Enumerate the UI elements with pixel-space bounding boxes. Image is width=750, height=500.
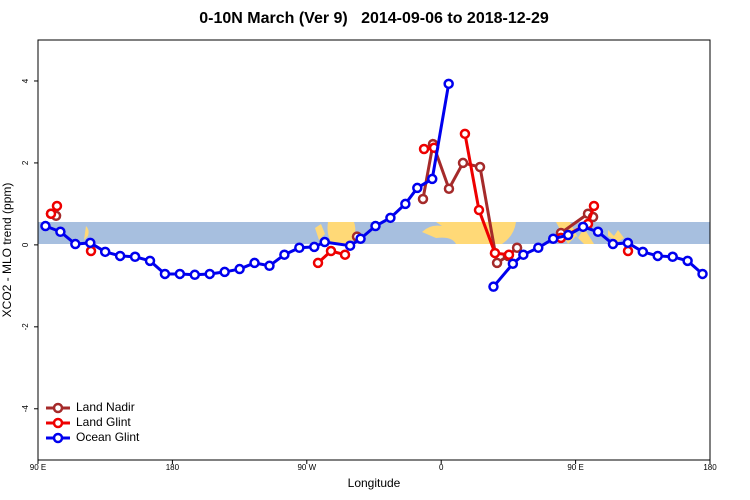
legend-label: Land Glint [76, 415, 131, 429]
data-point [418, 143, 430, 155]
data-point [562, 229, 574, 241]
data-point [114, 250, 126, 262]
data-point [488, 281, 499, 292]
data-point [339, 249, 351, 260]
data-point [40, 220, 51, 232]
data-point [159, 268, 171, 280]
data-point [234, 263, 245, 275]
data-point [85, 245, 97, 257]
data-point [385, 212, 396, 224]
data-point [697, 268, 708, 280]
x-tick-label: 180 [703, 463, 717, 472]
data-point [489, 247, 501, 259]
data-point [55, 226, 66, 238]
data-point [309, 241, 320, 253]
data-point [51, 200, 63, 212]
legend-label: Land Nadir [76, 400, 135, 414]
data-point [412, 182, 423, 194]
data-point [129, 251, 141, 263]
data-point [443, 78, 454, 90]
data-point [474, 161, 486, 173]
data-point [70, 238, 81, 250]
data-point [325, 245, 337, 257]
data-point [682, 255, 693, 267]
plot-frame [37, 39, 711, 461]
data-point [189, 269, 201, 281]
data-point [637, 246, 649, 258]
data-point [507, 258, 519, 269]
data-point [319, 236, 330, 248]
x-tick-label: 0 [439, 463, 444, 472]
data-point [457, 157, 469, 169]
data-point [652, 250, 663, 262]
data-point [592, 226, 604, 238]
data-point [344, 240, 356, 251]
data-point [511, 242, 523, 253]
series-line [44, 83, 451, 277]
land [315, 224, 325, 240]
data-point [491, 257, 503, 269]
x-axis-title: Longitude [348, 476, 401, 490]
legend-marker [52, 432, 64, 444]
data-point [443, 183, 455, 194]
y-axis-title: XCO2 - MLO trend (ppm) [0, 183, 14, 318]
data-point [607, 238, 619, 250]
data-point [204, 268, 215, 280]
data-point [473, 204, 485, 216]
x-tick-label: 180 [166, 463, 180, 472]
data-point [577, 221, 589, 233]
data-point [547, 233, 559, 244]
data-point [533, 242, 544, 253]
y-tick-label: -2 [21, 323, 30, 331]
x-tick-label: 90 W [297, 463, 316, 472]
legend-label: Ocean Glint [76, 430, 140, 444]
data-point [426, 173, 438, 185]
data-point [355, 233, 366, 244]
data-point [459, 128, 471, 140]
data-point [219, 266, 230, 278]
data-point [503, 249, 515, 260]
data-point [174, 268, 186, 280]
data-point [588, 200, 600, 212]
y-tick-label: -4 [21, 405, 30, 413]
land [327, 222, 356, 244]
chart-title: 0-10N March (Ver 9) 2014-09-06 to 2018-1… [199, 10, 549, 27]
data-point [279, 249, 290, 260]
data-point [45, 208, 57, 219]
series-line [463, 133, 510, 257]
data-point [622, 245, 634, 257]
y-tick-label: 2 [21, 160, 30, 165]
data-point [518, 249, 529, 260]
legend-marker [52, 402, 64, 414]
x-tick-label: 90 E [567, 463, 583, 472]
x-tick-label: 90 E [30, 463, 46, 472]
data-point [417, 193, 429, 205]
data-point [144, 255, 156, 267]
data-point [99, 246, 111, 258]
data-point [400, 198, 411, 210]
data-point [667, 251, 678, 263]
data-point [85, 237, 96, 249]
ocean-band [38, 222, 710, 244]
land [608, 230, 624, 242]
data-point [312, 257, 324, 269]
y-tick-label: 0 [21, 242, 30, 247]
series [40, 78, 708, 292]
series [45, 128, 634, 269]
map-strip [38, 222, 710, 244]
data-point [294, 242, 305, 253]
data-point [264, 260, 275, 272]
y-tick-label: 4 [21, 78, 30, 83]
data-point [370, 220, 381, 232]
data-point [249, 257, 260, 269]
legend-marker [52, 417, 64, 429]
series [45, 138, 599, 269]
land [84, 226, 89, 240]
data-point [622, 237, 634, 249]
